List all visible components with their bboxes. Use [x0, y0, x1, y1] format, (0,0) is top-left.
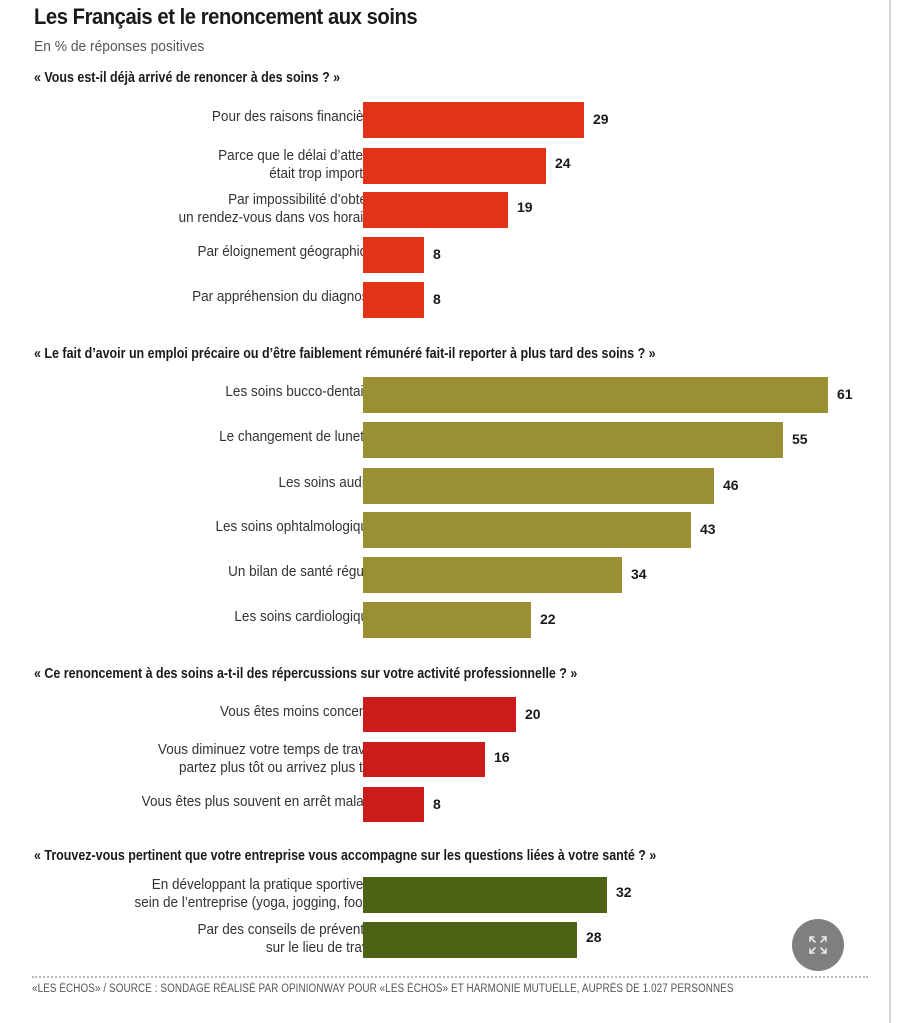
bar-value-label: 8	[433, 795, 441, 812]
bar	[363, 468, 714, 504]
section-question: « Le fait d’avoir un emploi précaire ou …	[34, 346, 656, 362]
bar	[363, 148, 546, 184]
bar-label-line: Les soins cardiologiques	[234, 608, 382, 625]
bar-value-label: 24	[555, 155, 571, 171]
bar-label-line: Par impossibilité d’obtenir	[228, 191, 382, 208]
chart-subtitle: En % de réponses positives	[34, 38, 205, 55]
bar-value-label: 29	[593, 111, 609, 127]
bar-label-line: Le changement de lunettes	[219, 428, 382, 445]
bar	[363, 697, 516, 732]
bar-label-line: Un bilan de santé régulier	[228, 563, 382, 580]
section-question: « Vous est-il déjà arrivé de renoncer à …	[34, 70, 341, 86]
bar-label: Un bilan de santé régulier	[228, 563, 382, 581]
bar-label-line: Parce que le délai d’attente	[218, 147, 382, 164]
bar-label: Les soins bucco-dentaires	[225, 383, 382, 401]
bar-value-label: 16	[494, 748, 510, 765]
bar	[363, 422, 783, 458]
bar-value-label: 22	[540, 611, 556, 627]
section-question: « Trouvez-vous pertinent que votre entre…	[34, 848, 657, 864]
bar	[363, 602, 531, 638]
bar-label: Pour des raisons financières	[212, 108, 382, 126]
footer-divider	[32, 976, 868, 978]
bar-label-line: Les soins auditifs	[278, 474, 382, 491]
bar	[363, 877, 607, 913]
bar-value-label: 61	[837, 386, 853, 402]
bar-label-line: sein de l’entreprise (yoga, jogging, foo…	[134, 894, 382, 911]
bar-label: Vous êtes plus souvent en arrêt maladie	[142, 793, 382, 811]
bar-label: Par des conseils de prévention sur le lie…	[197, 921, 382, 957]
bar-label: Vous diminuez votre temps de travail, par…	[158, 741, 382, 777]
bar-value-label: 32	[616, 884, 632, 900]
bar-label: Le changement de lunettes	[219, 428, 382, 446]
bar	[363, 922, 577, 958]
bar-label-line: était trop important	[269, 165, 382, 182]
bar-label-line: Vous êtes moins concentré	[219, 702, 382, 720]
bar-label-line: Pour des raisons financières	[211, 108, 382, 125]
bar	[363, 377, 828, 413]
bar	[363, 102, 584, 138]
chart-title: Les Français et le renoncement aux soins	[34, 4, 418, 29]
section-question: « Ce renoncement à des soins a-t-il des …	[34, 666, 578, 682]
bar-label-line: sur le lieu de travail	[265, 939, 382, 956]
bar-label-line: Par des conseils de prévention	[197, 921, 382, 938]
bar-label-line: En développant la pratique sportive au	[151, 876, 382, 893]
bar-label-line: Les soins bucco-dentaires	[225, 383, 382, 400]
bar-label-line: Vous êtes plus souvent en arrêt maladie	[141, 792, 382, 810]
bar-value-label: 55	[792, 431, 808, 447]
bar-value-label: 28	[586, 929, 602, 945]
bar-label: Les soins cardiologiques	[234, 608, 382, 626]
bar-value-label: 8	[433, 291, 441, 307]
bar-label: Parce que le délai d’attente était trop i…	[218, 147, 382, 183]
bar-label: Par impossibilité d’obtenir un rendez-vou…	[179, 191, 382, 227]
bar-value-label: 34	[631, 566, 647, 582]
bar-label: Par appréhension du diagnostic	[192, 288, 382, 306]
bar-label: Par éloignement géographique	[197, 243, 382, 261]
bar-value-label: 20	[525, 705, 541, 722]
expand-button[interactable]	[792, 919, 844, 971]
bar	[363, 787, 424, 822]
bar	[363, 512, 691, 548]
bar-label: En développant la pratique sportive au se…	[134, 876, 382, 912]
bar-value-label: 19	[517, 199, 533, 215]
bar	[363, 557, 622, 593]
expand-arrows-icon	[809, 936, 827, 954]
bar-label-line: Les soins ophtalmologiques	[215, 518, 382, 535]
bar	[363, 237, 424, 273]
bar-label-line: un rendez-vous dans vos horaires	[178, 209, 382, 226]
bar-label-line: Par appréhension du diagnostic	[192, 288, 382, 305]
bar	[363, 742, 485, 777]
bar-label-line: Par éloignement géographique	[197, 243, 382, 260]
bar-label-line: partez plus tôt ou arrivez plus tard	[178, 758, 382, 776]
page-edge-divider	[889, 0, 891, 1023]
bar-value-label: 43	[700, 521, 716, 537]
bar-value-label: 8	[433, 246, 441, 262]
bar-label: Les soins auditifs	[278, 474, 382, 492]
bar-label: Les soins ophtalmologiques	[215, 518, 382, 536]
source-note: «LES ÉCHOS» / SOURCE : SONDAGE RÉALISÉ P…	[32, 983, 734, 995]
bar	[363, 192, 508, 228]
bar	[363, 282, 424, 318]
bar-value-label: 46	[723, 477, 739, 493]
bar-label-line: Vous diminuez votre temps de travail,	[157, 740, 382, 758]
bar-label: Vous êtes moins concentré	[220, 703, 382, 721]
